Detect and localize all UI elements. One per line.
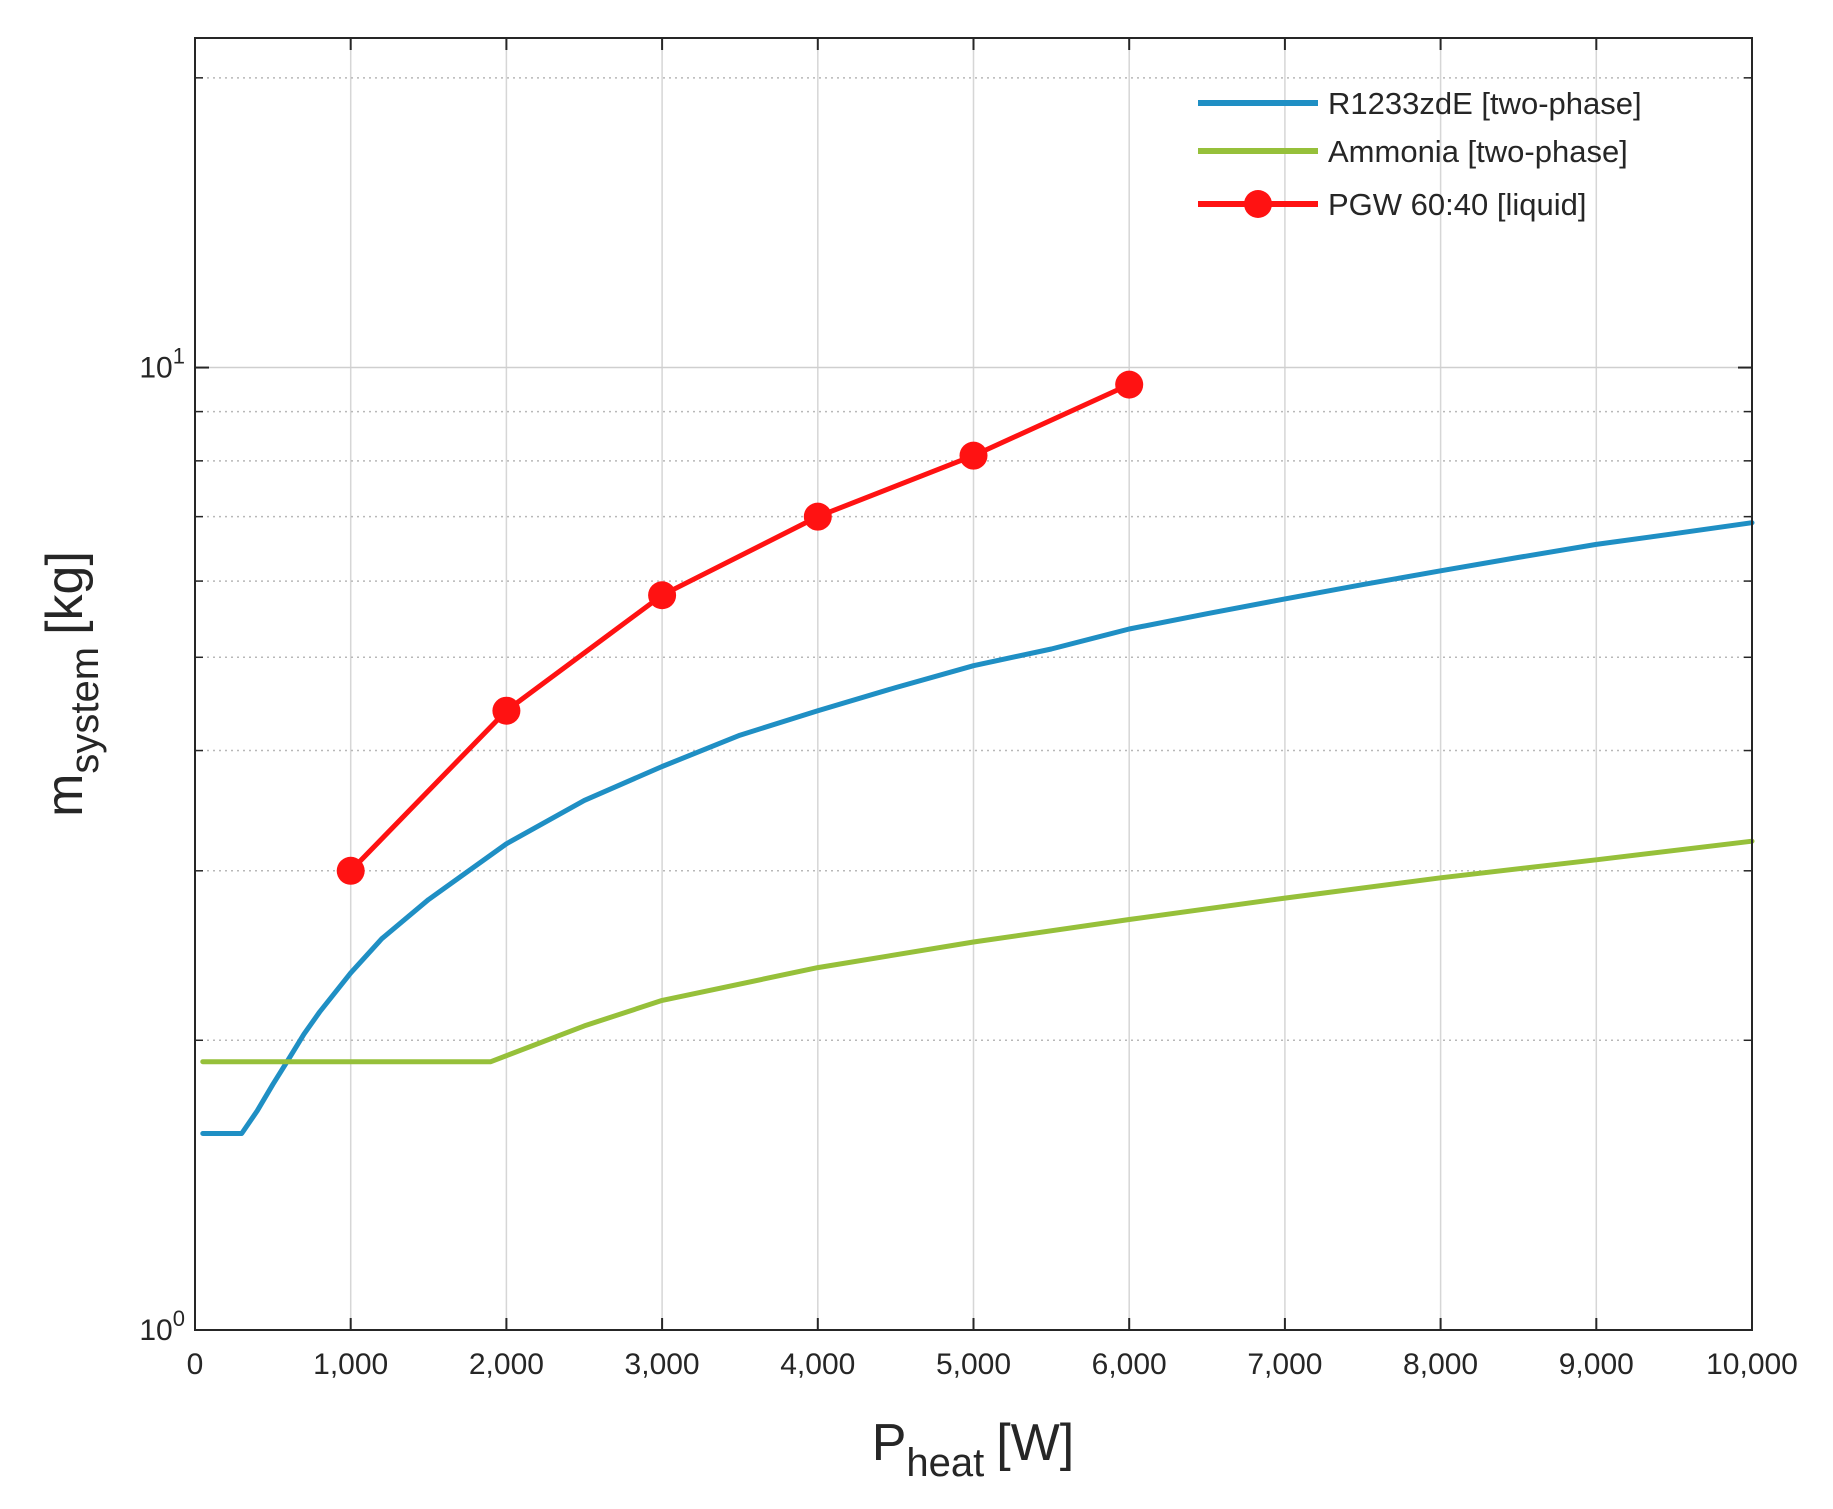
legend-item-r1233zde: R1233zdE [two-phase] [1198,86,1642,121]
x-tick-label: 3,000 [625,1348,700,1381]
legend: R1233zdE [two-phase] Ammonia [two-phase]… [1198,86,1642,222]
data-point-marker [1115,370,1144,399]
data-point-marker [336,856,365,885]
legend-marker-pgw [1244,190,1272,218]
y-axis-label-unit: [kg] [36,551,94,635]
x-tick-label: 8,000 [1403,1348,1478,1381]
x-tick-label: 7,000 [1247,1348,1322,1381]
x-tick-label: 2,000 [469,1348,544,1381]
x-axis-label-sub: heat [906,1441,984,1485]
legend-item-ammonia: Ammonia [two-phase] [1198,134,1628,169]
series-lines [200,370,1755,1136]
data-point-marker [803,502,832,531]
x-axis-label: Pheat [W] [872,1414,1075,1485]
series-line-2 [348,382,1132,874]
y-tick-label: 101 [139,344,185,385]
x-tick-label: 1,000 [313,1348,388,1381]
x-tick-label: 10,000 [1706,1348,1798,1381]
data-point-marker [648,581,677,610]
series-line-1 [200,838,1755,1065]
x-tick-label: 9,000 [1559,1348,1634,1381]
x-tick-label: 5,000 [936,1348,1011,1381]
y-tick-label: 100 [139,1306,185,1347]
y-axis-label-main: m [36,774,94,817]
x-tick-label: 4,000 [780,1348,855,1381]
x-axis-label-unit: [W] [996,1414,1074,1472]
data-point-marker [959,441,988,470]
x-axis-label-main: P [872,1414,907,1472]
x-tick-label: 6,000 [1092,1348,1167,1381]
x-tick-label: 0 [187,1348,204,1381]
data-point-marker [492,696,521,725]
legend-item-pgw: PGW 60:40 [liquid] [1198,187,1586,222]
y-axis-label-sub: system [63,647,107,774]
grid-lines [195,38,1752,1330]
legend-label-pgw: PGW 60:40 [liquid] [1328,187,1586,222]
y-axis-ticks: 100 101 [139,77,1752,1347]
y-axis-label: msystem [kg] [36,551,107,817]
legend-label-ammonia: Ammonia [two-phase] [1328,134,1628,169]
legend-label-r1233zde: R1233zdE [two-phase] [1328,86,1642,121]
series-line-0 [200,520,1755,1136]
x-axis-ticks: 0 1,000 2,000 3,000 4,000 5,000 6,000 7,000 8,00… [187,38,1798,1381]
